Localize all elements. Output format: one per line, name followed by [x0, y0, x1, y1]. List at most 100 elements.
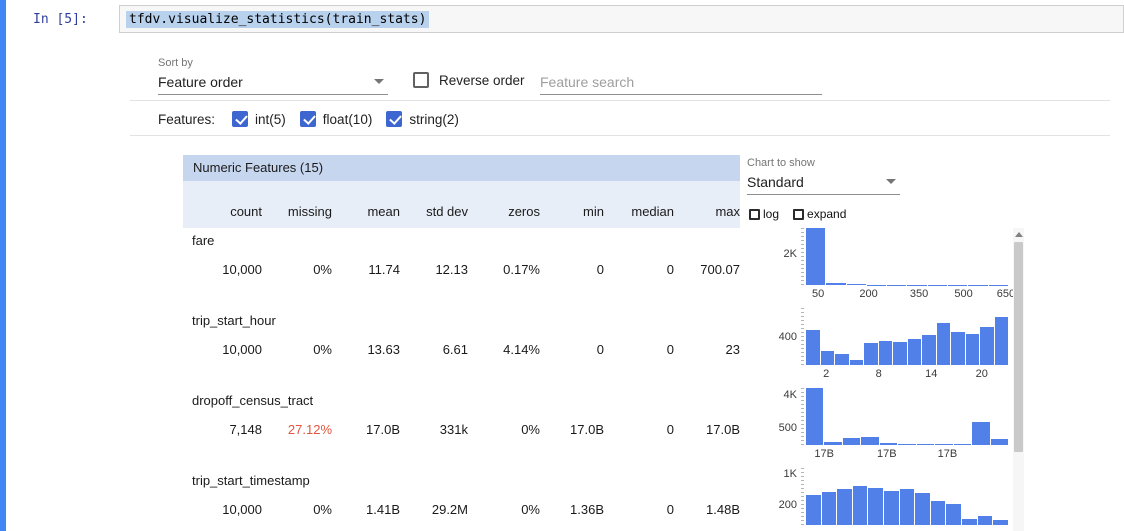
histogram-bar	[821, 491, 837, 525]
y-tick-label: 200	[778, 499, 797, 512]
cell-missing: 27.12%	[287, 422, 332, 437]
cell-count: 10,000	[222, 342, 262, 357]
reverse-order-control: Reverse order	[413, 72, 525, 88]
y-tick-label: 1K	[783, 467, 797, 480]
code-cell[interactable]: tfdv.visualize_statistics(train_stats)	[119, 5, 1124, 33]
cell-mean: 17.0B	[366, 422, 400, 437]
histogram-bar	[993, 519, 1008, 525]
chart-to-show-label: Chart to show	[747, 157, 815, 169]
histogram-bar	[946, 504, 962, 525]
feature-search-input[interactable]	[540, 69, 822, 95]
log-label: log	[763, 207, 780, 221]
features-filter-row: Features: int(5) float(10) string(2)	[158, 103, 464, 135]
column-header-std-dev: std dev	[426, 204, 468, 219]
y-tick-label: 4K	[783, 388, 797, 401]
int-filter-checkbox[interactable]	[232, 111, 249, 127]
y-tick-label: 400	[778, 330, 797, 343]
reverse-order-label: Reverse order	[439, 72, 525, 88]
histogram-bar	[806, 495, 821, 525]
histogram-bar	[893, 342, 907, 365]
scroll-up-icon[interactable]	[1014, 232, 1023, 237]
features-label: Features:	[158, 111, 216, 127]
divider	[130, 135, 1110, 136]
histogram-bar	[846, 284, 866, 285]
table-body: fare 10,000 0% 11.74 12.13 0.17% 0 0 700.07 trip_…	[183, 228, 740, 531]
x-tick-label: 17B	[814, 448, 834, 460]
feature-name: fare	[192, 233, 215, 248]
histogram-bar	[899, 489, 915, 525]
histogram-trip_start_hour: 400 2 8 14 20	[747, 308, 1024, 388]
column-header-mean: mean	[367, 204, 400, 219]
sort-by-dropdown[interactable]: Feature order	[158, 69, 388, 95]
column-header-min: min	[583, 204, 604, 219]
column-header-zeros: zeros	[508, 204, 540, 219]
x-tick-label: 200	[859, 288, 878, 300]
histogram-bar	[837, 489, 852, 525]
cell-count: 10,000	[222, 262, 262, 277]
histogram-bar	[835, 353, 849, 365]
histogram-bar	[930, 501, 946, 525]
x-tick-label: 50	[811, 288, 825, 300]
chevron-down-icon	[886, 179, 896, 184]
chart-panel: Chart to show Standard log expand 2K 50 20…	[747, 155, 1024, 531]
cell-std-dev: 12.13	[435, 262, 468, 277]
histogram-bar	[922, 335, 936, 365]
cell-min: 0	[596, 342, 604, 357]
histogram-bar	[852, 486, 868, 525]
expand-checkbox[interactable]	[793, 208, 805, 220]
feature-filter-int: int(5)	[232, 111, 286, 127]
log-checkbox[interactable]	[749, 208, 760, 220]
histogram-bar	[861, 437, 879, 445]
cell-prompt: In [5]:	[33, 12, 88, 27]
histogram-fare: 2K 50 200 350 500 650	[747, 228, 1024, 308]
table-row: trip_start_hour 10,000 0% 13.63 6.61 4.14% 0 0 2…	[183, 308, 740, 388]
x-tick-label: 17B	[877, 448, 897, 460]
column-header-median: median	[631, 204, 674, 219]
cell-std-dev: 29.2M	[431, 502, 468, 517]
cell-missing: 0%	[313, 342, 332, 357]
histogram-bar	[953, 443, 972, 445]
histogram-bar	[806, 388, 824, 445]
histogram-bar	[879, 443, 898, 445]
feature-filter-float: float(10)	[299, 111, 372, 127]
table-title: Numeric Features (15)	[183, 155, 740, 181]
cell-mean: 11.74	[368, 262, 400, 277]
x-tick-label: 17B	[937, 448, 958, 460]
histogram-bar	[826, 282, 846, 285]
scrollbar-thumb[interactable]	[1014, 242, 1023, 452]
histogram-bar	[864, 343, 878, 365]
cell-min: 0	[596, 262, 604, 277]
expand-option: expand	[793, 207, 846, 221]
chart-type-dropdown[interactable]: Standard	[747, 169, 900, 195]
cell-median: 0	[666, 262, 674, 277]
reverse-order-checkbox[interactable]	[413, 72, 429, 88]
histogram-bar	[965, 334, 979, 365]
x-tick-label: 350	[909, 288, 929, 300]
cell-std-dev: 331k	[439, 422, 468, 437]
x-tick-label: 500	[954, 288, 973, 300]
expand-label: expand	[807, 207, 847, 221]
cell-mean: 1.41B	[366, 502, 400, 517]
histogram-bar	[972, 422, 990, 445]
feature-name: dropoff_census_tract	[192, 393, 314, 408]
histogram-bar	[884, 490, 899, 525]
string-filter-checkbox[interactable]	[386, 111, 403, 127]
charts: 2K 50 200 350 500 650 400 2 8 14 20 4K 500 17B 17B 17B 1…	[747, 228, 1024, 531]
x-tick-label: 2	[823, 368, 830, 380]
cell-zeros: 0%	[521, 502, 540, 517]
cell-max: 1.48B	[706, 502, 740, 517]
table-header: count missing mean std dev zeros min median max	[183, 181, 740, 228]
chevron-down-icon	[374, 79, 384, 84]
feature-name: trip_start_timestamp	[192, 473, 310, 488]
code-text[interactable]: tfdv.visualize_statistics(train_stats)	[126, 10, 430, 28]
divider	[130, 100, 1110, 101]
numeric-features-table: Numeric Features (15) count missing mean st…	[183, 155, 740, 531]
float-filter-checkbox[interactable]	[299, 111, 316, 127]
histogram-bar	[977, 516, 993, 525]
feature-name: trip_start_hour	[192, 313, 276, 328]
cell-zeros: 4.14%	[503, 342, 540, 357]
cell-count: 7,148	[229, 422, 262, 437]
cell-median: 0	[666, 422, 674, 437]
chart-scrollbar[interactable]	[1013, 228, 1024, 531]
feature-filter-string: string(2)	[386, 111, 459, 127]
